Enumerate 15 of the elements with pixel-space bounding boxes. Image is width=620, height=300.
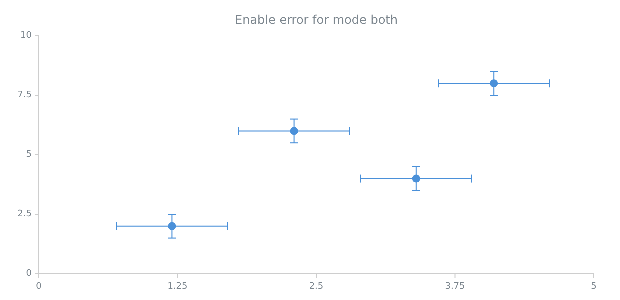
point <box>490 80 498 88</box>
y-tick-label: 0 <box>26 269 32 279</box>
y-tick-label: 2.5 <box>18 210 32 220</box>
x-tick-label: 0 <box>36 282 42 292</box>
point <box>412 174 420 183</box>
point <box>168 222 176 230</box>
chart-title: Enable error for mode both <box>235 13 398 27</box>
x-tick-label: 1.25 <box>168 282 188 292</box>
point <box>290 127 298 136</box>
y-tick-label: 5 <box>26 150 32 160</box>
x-tick-label: 5 <box>591 282 597 292</box>
y-tick-label: 10 <box>20 31 32 41</box>
y-tick-label: 7.5 <box>18 90 32 100</box>
x-tick-label: 3.75 <box>445 282 466 292</box>
x-tick-label: 2.5 <box>309 282 324 292</box>
